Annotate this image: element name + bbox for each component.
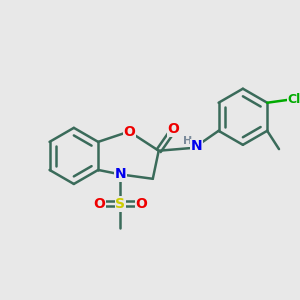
Text: H: H [183,136,192,146]
Text: O: O [136,197,148,211]
Text: Cl: Cl [287,93,300,106]
Text: O: O [123,124,135,139]
Text: S: S [115,197,125,211]
Text: N: N [191,139,202,153]
Text: N: N [115,167,126,182]
Text: O: O [167,122,179,136]
Text: O: O [93,197,105,211]
